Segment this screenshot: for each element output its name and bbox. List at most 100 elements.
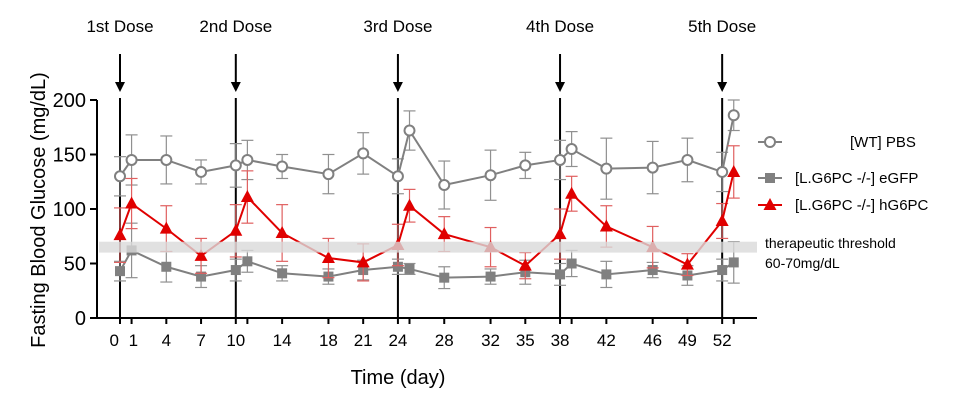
data-point [242, 256, 253, 267]
data-point [728, 257, 739, 268]
data-point [240, 190, 254, 203]
x-tick-label: 1 [129, 331, 138, 350]
data-point [485, 271, 496, 282]
x-tick-label: 52 [713, 331, 732, 350]
threshold-label-line2: 60-70mg/dL [765, 255, 840, 271]
data-point [159, 221, 173, 234]
data-point [553, 227, 567, 240]
data-point [727, 164, 741, 177]
x-tick-label: 14 [273, 331, 292, 350]
legend-marker-triangle [763, 198, 777, 210]
data-point [356, 255, 370, 268]
data-point [519, 159, 532, 172]
data-point [241, 153, 254, 166]
threshold-band [99, 241, 757, 253]
data-point [404, 263, 415, 274]
data-point [439, 272, 450, 283]
data-point [680, 257, 694, 270]
data-point [717, 265, 728, 276]
series-line [119, 249, 735, 279]
data-point [566, 258, 577, 269]
data-point [125, 153, 138, 166]
data-point [554, 153, 567, 166]
data-point [601, 269, 612, 280]
dose-label: 3rd Dose [363, 17, 432, 36]
data-point [194, 248, 208, 261]
series-1 [114, 222, 740, 290]
y-tick-label: 0 [75, 308, 86, 330]
dose-arrow-head [392, 82, 403, 92]
dose-arrow-head [717, 82, 728, 92]
data-point [715, 213, 729, 226]
y-tick-label: 100 [53, 199, 86, 221]
data-point [113, 228, 127, 241]
dose-label: 5th Dose [688, 17, 756, 36]
data-point [321, 251, 335, 264]
data-point [555, 269, 566, 280]
data-point [565, 143, 578, 156]
threshold-label-line1: therapeutic threshold [765, 235, 896, 251]
x-tick-label: 49 [678, 331, 697, 350]
data-point [391, 170, 404, 183]
x-tick-label: 42 [597, 331, 616, 350]
legend-label: [L.G6PC -/-] eGFP [795, 170, 918, 187]
data-point [438, 179, 451, 192]
x-tick-label: 46 [643, 331, 662, 350]
dose-label: 1st Dose [86, 17, 153, 36]
data-point [565, 186, 579, 199]
data-point [160, 153, 173, 166]
dose-arrow-head [230, 82, 241, 92]
data-point [229, 159, 242, 172]
legend-label: [L.G6PC -/-] hG6PC [795, 197, 929, 214]
x-tick-label: 18 [319, 331, 338, 350]
x-tick-label: 28 [435, 331, 454, 350]
data-point [229, 223, 243, 236]
data-point [275, 225, 289, 238]
data-point [600, 162, 613, 175]
data-point [392, 261, 403, 272]
y-tick-label: 50 [64, 254, 86, 276]
legend-marker-square [765, 173, 775, 183]
data-point [599, 219, 613, 232]
legend-label: [WT] PBS [850, 134, 916, 151]
series-0 [114, 99, 740, 210]
x-tick-label: 24 [388, 331, 407, 350]
dose-arrow-head [555, 82, 566, 92]
y-tick-label: 150 [53, 145, 86, 167]
series-line [119, 115, 735, 187]
data-point [322, 168, 335, 181]
data-point [195, 165, 208, 178]
data-point [716, 165, 729, 178]
data-point [403, 124, 416, 137]
data-point [114, 170, 126, 183]
x-tick-label: 0 [110, 331, 119, 350]
x-tick-label: 35 [516, 331, 535, 350]
dose-arrow-head [115, 82, 125, 92]
data-point [125, 196, 139, 209]
data-point [230, 265, 241, 276]
y-tick-label: 200 [53, 90, 86, 112]
x-tick-label: 4 [162, 331, 171, 350]
data-point [277, 268, 288, 279]
series-2 [113, 145, 741, 282]
data-point [646, 161, 659, 174]
x-tick-label: 7 [196, 331, 205, 350]
x-tick-label: 38 [551, 331, 570, 350]
data-point [276, 160, 289, 173]
data-point [403, 198, 416, 211]
data-point [681, 153, 694, 166]
data-point [484, 169, 497, 182]
y-axis-label: Fasting Blood Glucose (mg/dL) [28, 72, 50, 348]
x-axis-label: Time (day) [351, 367, 446, 389]
data-point [727, 109, 740, 122]
data-point [647, 265, 658, 276]
data-point [437, 227, 451, 240]
data-point [115, 266, 125, 277]
data-point [357, 147, 370, 160]
data-point [196, 271, 207, 282]
data-point [161, 261, 172, 272]
data-point [518, 258, 532, 271]
dose-label: 4th Dose [526, 17, 594, 36]
legend-marker-circle [764, 136, 776, 148]
